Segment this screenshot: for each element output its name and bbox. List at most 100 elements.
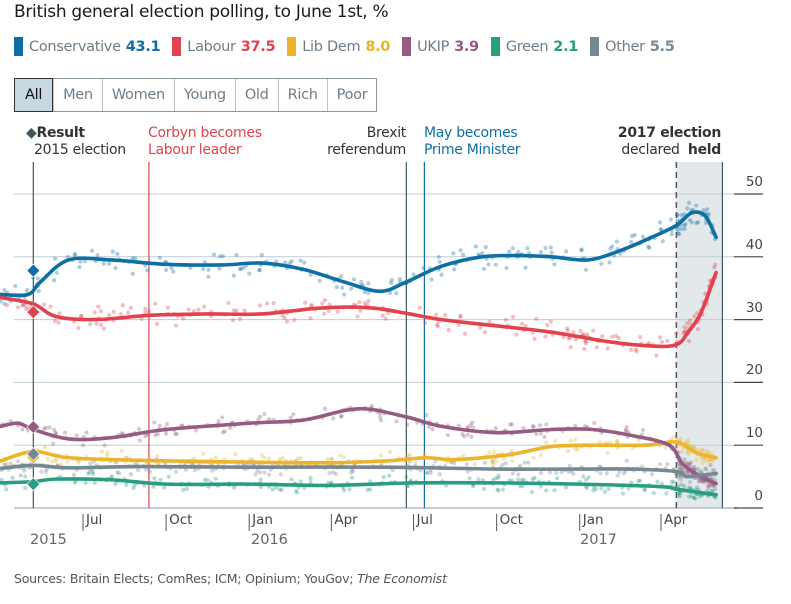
poll-dot-green: [90, 469, 96, 474]
poll-dot-conservative: [682, 223, 687, 228]
poll-dot-lib-dem: [325, 457, 330, 462]
legend-name: UKIP: [417, 38, 450, 55]
poll-dot-ukip: [219, 415, 225, 420]
poll-dot-green: [471, 484, 476, 489]
poll-dot-labour: [154, 321, 160, 326]
tab-all[interactable]: All: [14, 78, 54, 112]
poll-dot-green: [18, 473, 23, 478]
poll-dot-green: [405, 483, 410, 489]
poll-dot-conservative: [206, 267, 211, 272]
poll-dot-lib-dem: [553, 438, 558, 443]
poll-dot-other: [687, 480, 693, 485]
poll-dot-ukip: [47, 425, 52, 430]
poll-dot-conservative: [317, 278, 322, 283]
poll-dot-lib-dem: [213, 455, 218, 460]
poll-dot-other: [559, 470, 564, 475]
poll-dot-conservative: [686, 200, 692, 205]
poll-dot-other: [503, 461, 508, 466]
poll-dot-conservative: [145, 268, 150, 273]
poll-dot-conservative: [52, 278, 57, 283]
poll-dot-conservative: [657, 220, 663, 225]
poll-dot-ukip: [266, 416, 272, 422]
poll-dot-ukip: [468, 423, 473, 428]
poll-dot-conservative: [676, 231, 681, 236]
poll-dot-ukip: [531, 424, 536, 429]
poll-dot-conservative: [694, 221, 699, 226]
poll-dot-labour: [96, 304, 101, 309]
poll-dot-labour: [532, 336, 537, 341]
poll-dot-conservative: [706, 212, 711, 217]
tab-men[interactable]: Men: [53, 79, 102, 111]
poll-dot-ukip: [592, 420, 597, 426]
poll-dot-labour: [458, 313, 463, 318]
poll-dot-other: [615, 473, 620, 478]
poll-dot-other: [464, 462, 469, 467]
poll-dot-lib-dem: [413, 460, 418, 465]
poll-dot-labour: [686, 339, 692, 344]
annotation-election-title: 2017 election: [617, 125, 721, 141]
poll-dot-green: [467, 476, 472, 481]
poll-dot-lib-dem: [700, 460, 705, 466]
poll-dot-other: [437, 472, 442, 477]
poll-dot-labour: [98, 322, 104, 328]
poll-dot-conservative: [516, 249, 521, 255]
tab-rich[interactable]: Rich: [277, 79, 327, 111]
poll-dot-conservative: [694, 203, 699, 208]
poll-dot-labour: [583, 341, 589, 346]
poll-dot-green: [496, 488, 501, 493]
poll-dot-labour: [120, 303, 125, 308]
tab-women[interactable]: Women: [101, 79, 174, 111]
tab-old[interactable]: Old: [234, 79, 278, 111]
poll-dot-conservative: [2, 287, 7, 293]
poll-dot-labour: [633, 347, 638, 352]
poll-dot-green: [132, 483, 137, 488]
poll-dot-conservative: [72, 251, 77, 257]
poll-dot-labour: [713, 262, 718, 267]
poll-dot-labour: [76, 325, 81, 331]
poll-dot-other: [210, 468, 215, 473]
poll-dot-green: [606, 486, 611, 491]
poll-dot-green: [710, 488, 715, 493]
poll-dot-conservative: [411, 272, 416, 277]
poll-dot-green: [689, 494, 694, 499]
poll-dot-labour: [362, 300, 367, 306]
trend-line-labour: [0, 270, 718, 349]
poll-dot-conservative: [211, 252, 217, 257]
poll-dot-ukip: [378, 415, 383, 420]
poll-dot-labour: [561, 335, 566, 340]
poll-dot-green: [294, 488, 299, 493]
poll-dot-labour: [335, 309, 340, 314]
poll-dot-lib-dem: [5, 461, 10, 467]
poll-dot-conservative: [289, 259, 294, 264]
poll-dot-lib-dem: [329, 457, 334, 462]
poll-dot-ukip: [193, 428, 198, 433]
poll-dot-conservative: [351, 277, 357, 282]
poll-dot-other: [554, 470, 559, 475]
poll-dot-labour: [514, 332, 519, 337]
poll-dot-lib-dem: [247, 457, 253, 462]
poll-dot-other: [327, 470, 332, 476]
poll-dot-ukip: [20, 427, 25, 432]
poll-dot-green: [72, 480, 77, 485]
poll-dot-ukip: [228, 425, 233, 430]
poll-dot-labour: [654, 353, 659, 358]
poll-dot-green: [655, 479, 660, 484]
poll-dot-green: [128, 472, 133, 477]
poll-dot-labour: [659, 339, 665, 345]
poll-dot-labour: [271, 301, 276, 306]
tab-poor[interactable]: Poor: [326, 79, 377, 111]
poll-dot-green: [495, 487, 500, 492]
poll-dot-labour: [303, 300, 308, 305]
poll-dot-lib-dem: [575, 447, 581, 452]
poll-dot-conservative: [548, 245, 553, 250]
tab-young[interactable]: Young: [173, 79, 235, 111]
poll-dot-other: [516, 472, 521, 477]
poll-dot-conservative: [632, 232, 637, 238]
poll-dot-other: [424, 470, 430, 475]
poll-dot-conservative: [283, 260, 288, 265]
poll-dot-labour: [42, 302, 47, 307]
result-marker-labour: [26, 305, 41, 319]
poll-dot-labour: [600, 334, 605, 339]
poll-dot-conservative: [2, 301, 7, 306]
poll-dot-green: [679, 482, 684, 487]
